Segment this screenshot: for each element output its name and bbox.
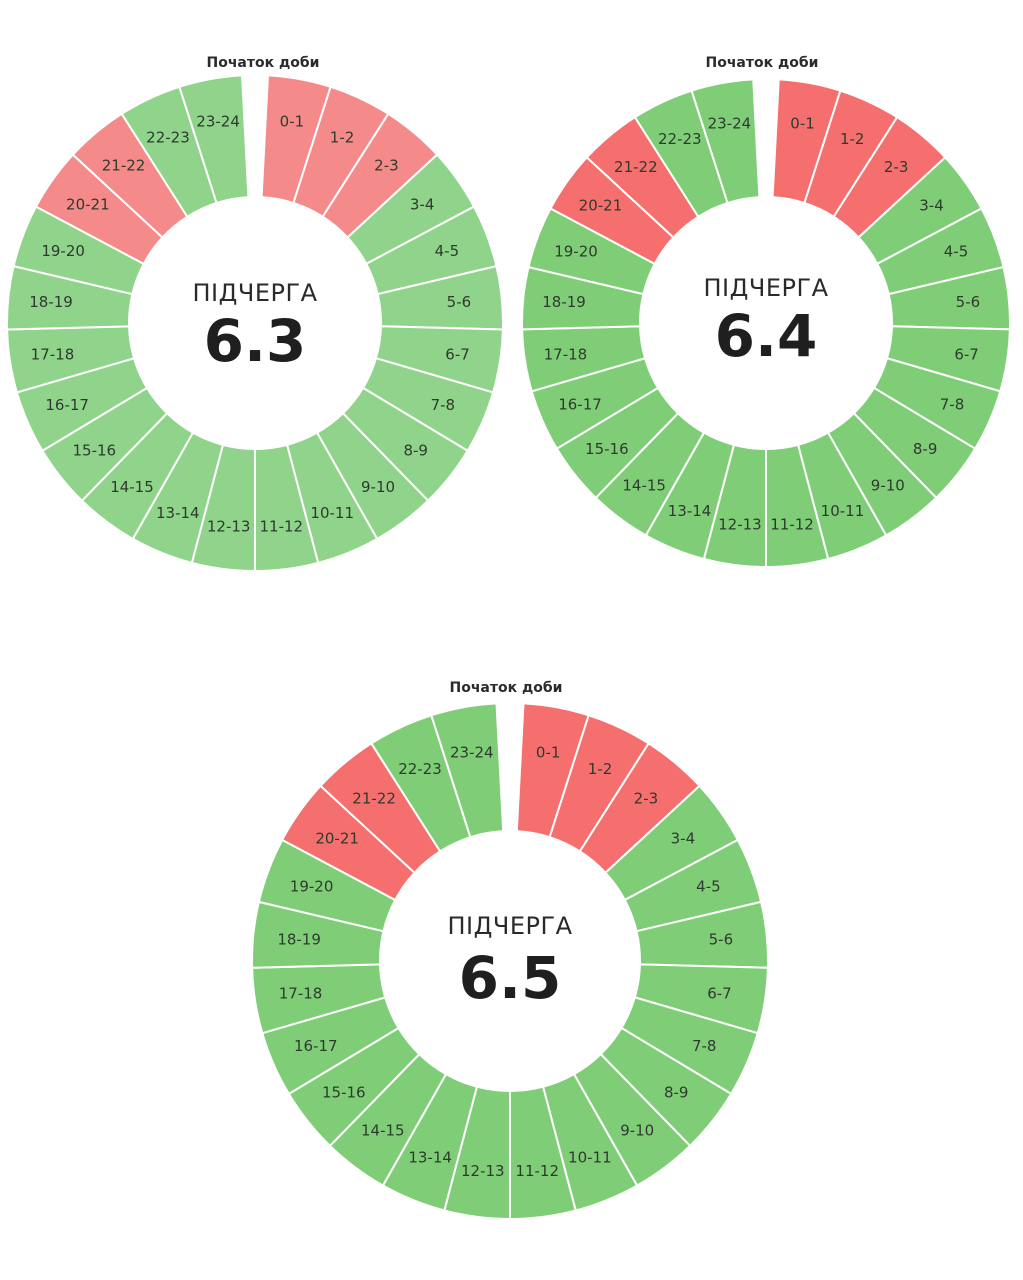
subgroup-caption: ПІДЧЕРГА xyxy=(192,279,317,307)
hour-label-13-14: 13-14 xyxy=(156,504,200,522)
hour-label-0-1: 0-1 xyxy=(536,743,561,761)
hour-label-9-10: 9-10 xyxy=(871,476,905,494)
hour-label-2-3: 2-3 xyxy=(884,158,909,176)
hour-label-14-15: 14-15 xyxy=(361,1122,405,1140)
hour-label-11-12: 11-12 xyxy=(515,1162,559,1180)
hour-label-18-19: 18-19 xyxy=(542,293,586,311)
hour-label-7-8: 7-8 xyxy=(431,396,456,414)
hour-label-8-9: 8-9 xyxy=(403,441,428,459)
subgroup-number: 6.4 xyxy=(715,302,818,370)
subgroup-caption: ПІДЧЕРГА xyxy=(447,912,572,940)
hour-label-15-16: 15-16 xyxy=(72,441,116,459)
hour-label-16-17: 16-17 xyxy=(294,1037,338,1055)
hour-label-6-7: 6-7 xyxy=(954,345,979,363)
hour-label-11-12: 11-12 xyxy=(770,515,814,533)
hour-label-0-1: 0-1 xyxy=(280,112,305,130)
hour-label-19-20: 19-20 xyxy=(554,242,598,260)
hour-label-14-15: 14-15 xyxy=(622,476,666,494)
hour-label-1-2: 1-2 xyxy=(840,130,865,148)
hour-label-3-4: 3-4 xyxy=(671,829,696,847)
day-start-label: Початок доби xyxy=(705,55,818,71)
hour-label-4-5: 4-5 xyxy=(696,877,721,895)
hour-label-7-8: 7-8 xyxy=(692,1037,717,1055)
hour-label-23-24: 23-24 xyxy=(196,112,240,130)
hour-label-12-13: 12-13 xyxy=(461,1162,505,1180)
hour-label-3-4: 3-4 xyxy=(919,196,944,214)
hour-label-1-2: 1-2 xyxy=(330,128,355,146)
hour-label-16-17: 16-17 xyxy=(45,396,89,414)
hour-label-22-23: 22-23 xyxy=(398,760,442,778)
hour-label-10-11: 10-11 xyxy=(821,502,865,520)
hour-segment-23-24 xyxy=(690,78,761,205)
hour-label-0-1: 0-1 xyxy=(790,114,815,132)
hour-label-14-15: 14-15 xyxy=(110,478,154,496)
hour-label-1-2: 1-2 xyxy=(588,760,613,778)
hour-label-10-11: 10-11 xyxy=(568,1148,612,1166)
hour-label-4-5: 4-5 xyxy=(435,242,460,260)
hour-label-20-21: 20-21 xyxy=(66,195,110,213)
hour-label-22-23: 22-23 xyxy=(658,130,702,148)
hour-label-9-10: 9-10 xyxy=(620,1122,654,1140)
schedule-chart-6-4: Початок доби 0-1 1-2 2-3 3-4 4-5 5-6 6-7 7-8 8-9… xyxy=(510,45,1022,585)
hour-label-5-6: 5-6 xyxy=(709,930,734,948)
hour-label-15-16: 15-16 xyxy=(322,1084,366,1102)
schedule-chart-6-3: Початок доби 0-1 1-2 2-3 3-4 4-5 5-6 6-7 7-8 8-9… xyxy=(0,45,512,585)
donut-chart: Початок доби 0-1 1-2 2-3 3-4 4-5 5-6 6-7 7-8 8-9… xyxy=(6,55,504,573)
hour-label-21-22: 21-22 xyxy=(102,157,146,175)
hour-label-8-9: 8-9 xyxy=(664,1084,689,1102)
hour-label-5-6: 5-6 xyxy=(447,293,472,311)
hour-label-20-21: 20-21 xyxy=(315,829,359,847)
hour-label-6-7: 6-7 xyxy=(445,346,470,364)
hour-label-10-11: 10-11 xyxy=(310,504,354,522)
donut-chart: Початок доби 0-1 1-2 2-3 3-4 4-5 5-6 6-7 7-8 8-9… xyxy=(251,680,769,1221)
hour-label-17-18: 17-18 xyxy=(31,346,75,364)
hour-label-13-14: 13-14 xyxy=(408,1148,452,1166)
hour-label-21-22: 21-22 xyxy=(352,789,396,807)
hour-label-11-12: 11-12 xyxy=(260,517,304,535)
hour-label-2-3: 2-3 xyxy=(634,789,659,807)
hour-label-12-13: 12-13 xyxy=(207,517,251,535)
subgroup-number: 6.5 xyxy=(459,944,562,1012)
hour-label-13-14: 13-14 xyxy=(668,502,712,520)
day-start-label: Початок доби xyxy=(449,680,562,696)
hour-label-7-8: 7-8 xyxy=(940,395,965,413)
schedule-chart-6-5: Початок доби 0-1 1-2 2-3 3-4 4-5 5-6 6-7 7-8 8-9… xyxy=(251,670,769,1240)
hour-label-17-18: 17-18 xyxy=(279,985,323,1003)
hour-segment-23-24 xyxy=(178,74,250,205)
hour-label-16-17: 16-17 xyxy=(558,395,602,413)
subgroup-caption: ПІДЧЕРГА xyxy=(703,274,828,302)
hour-label-8-9: 8-9 xyxy=(913,440,938,458)
hour-label-18-19: 18-19 xyxy=(277,930,321,948)
donut-chart: Початок доби 0-1 1-2 2-3 3-4 4-5 5-6 6-7 7-8 8-9… xyxy=(521,55,1011,569)
subgroup-number: 6.3 xyxy=(204,307,307,375)
hour-label-23-24: 23-24 xyxy=(450,743,494,761)
hour-label-22-23: 22-23 xyxy=(146,128,190,146)
day-start-label: Початок доби xyxy=(206,55,319,71)
hour-label-6-7: 6-7 xyxy=(707,985,732,1003)
hour-label-9-10: 9-10 xyxy=(361,478,395,496)
hour-label-4-5: 4-5 xyxy=(944,242,969,260)
hour-label-5-6: 5-6 xyxy=(956,293,981,311)
hour-label-12-13: 12-13 xyxy=(718,515,762,533)
hour-label-2-3: 2-3 xyxy=(374,157,399,175)
hour-label-19-20: 19-20 xyxy=(290,877,334,895)
hour-label-21-22: 21-22 xyxy=(614,158,658,176)
hour-segment-23-24 xyxy=(430,702,505,839)
hour-label-18-19: 18-19 xyxy=(29,293,73,311)
hour-label-3-4: 3-4 xyxy=(410,195,435,213)
hour-label-15-16: 15-16 xyxy=(585,440,629,458)
hour-label-19-20: 19-20 xyxy=(41,242,85,260)
hour-label-20-21: 20-21 xyxy=(579,196,623,214)
hour-label-17-18: 17-18 xyxy=(544,345,588,363)
hour-label-23-24: 23-24 xyxy=(708,114,752,132)
